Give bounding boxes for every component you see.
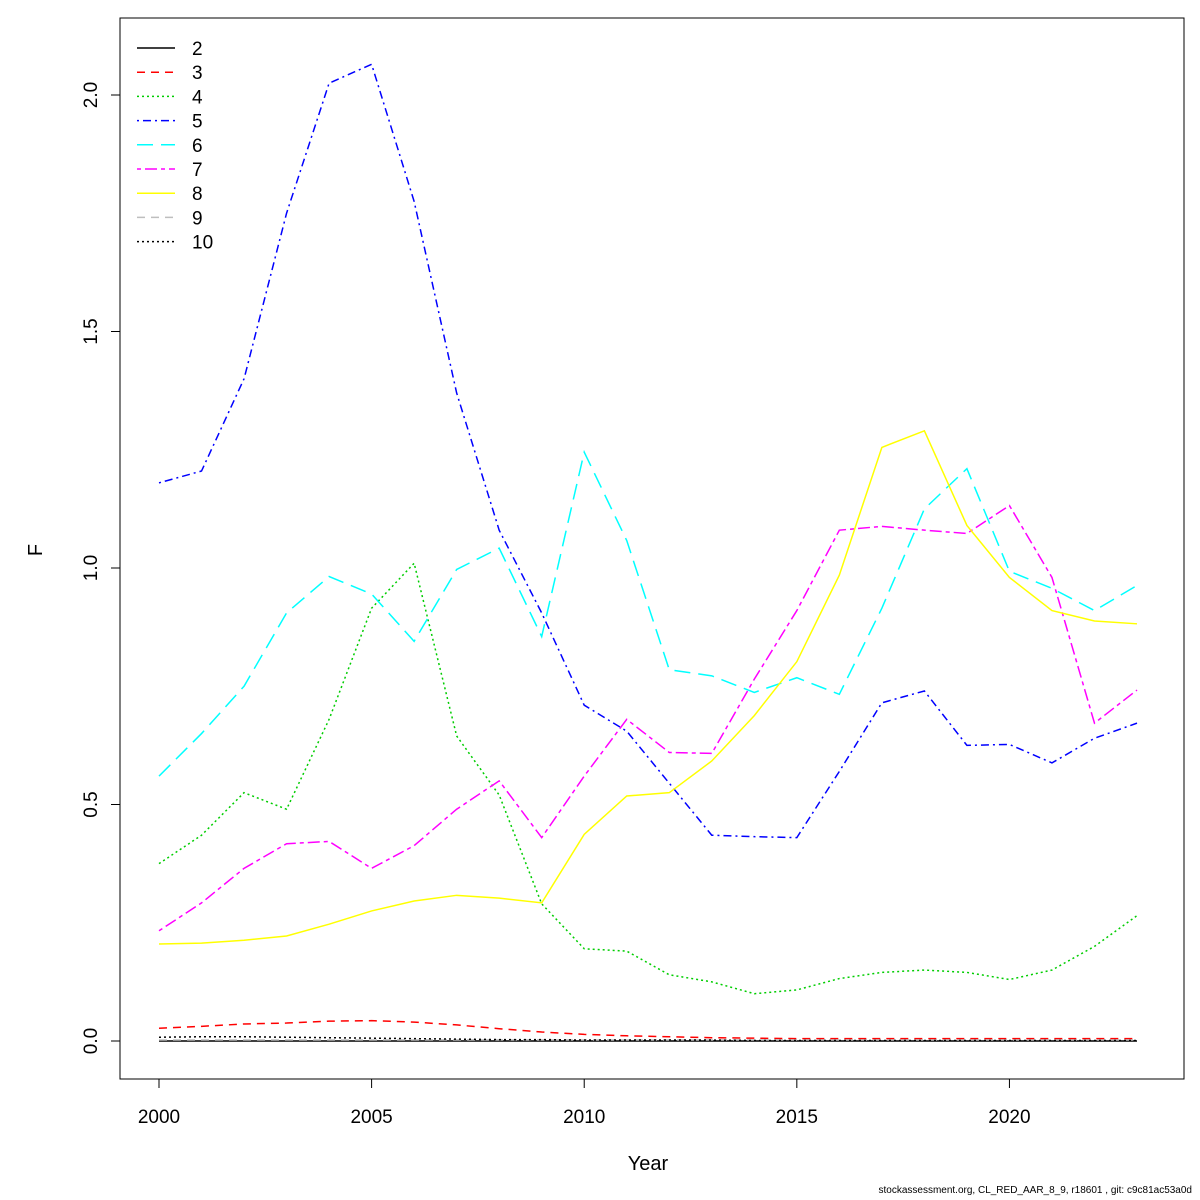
y-tick-label: 0.0 bbox=[81, 1028, 102, 1054]
y-tick-label: 0.5 bbox=[81, 791, 102, 817]
legend-label-6: 6 bbox=[192, 136, 203, 157]
plot-frame bbox=[119, 17, 1185, 1080]
legend-label-2: 2 bbox=[192, 39, 203, 60]
y-axis-label: F bbox=[25, 544, 47, 556]
series-lines bbox=[158, 63, 1138, 1042]
x-axis: 2000 2005 2010 2015 2020 bbox=[138, 1078, 1031, 1128]
series-line-3 bbox=[158, 1019, 1137, 1040]
legend-label-3: 3 bbox=[192, 63, 203, 84]
legend-label-8: 8 bbox=[192, 184, 203, 205]
series-line-6 bbox=[158, 449, 1138, 777]
x-tick-label: 2000 bbox=[138, 1107, 180, 1128]
legend-label-10: 10 bbox=[192, 233, 213, 254]
series-line-10 bbox=[158, 1035, 1137, 1042]
y-tick-label: 1.5 bbox=[81, 318, 102, 344]
footer-credit: stockassessment.org, CL_RED_AAR_8_9, r18… bbox=[878, 1185, 1192, 1196]
legend: 2 3 4 5 6 7 8 9 10 bbox=[137, 39, 213, 254]
series-line-4 bbox=[158, 561, 1138, 995]
x-tick-label: 2005 bbox=[350, 1107, 392, 1128]
x-tick-label: 2020 bbox=[988, 1107, 1030, 1128]
series-line-7 bbox=[158, 504, 1138, 932]
series-line-8 bbox=[158, 429, 1138, 945]
legend-label-4: 4 bbox=[192, 87, 203, 108]
y-axis: 0.0 0.5 1.0 1.5 2.0 bbox=[81, 82, 121, 1054]
legend-label-5: 5 bbox=[192, 112, 203, 133]
legend-label-9: 9 bbox=[192, 208, 203, 229]
x-tick-label: 2010 bbox=[563, 1107, 605, 1128]
y-tick-label: 2.0 bbox=[81, 82, 102, 108]
legend-label-7: 7 bbox=[192, 160, 203, 181]
series-line-5 bbox=[158, 63, 1138, 839]
x-axis-label: Year bbox=[628, 1153, 669, 1175]
x-tick-label: 2015 bbox=[776, 1107, 818, 1128]
y-tick-label: 1.0 bbox=[81, 555, 102, 581]
